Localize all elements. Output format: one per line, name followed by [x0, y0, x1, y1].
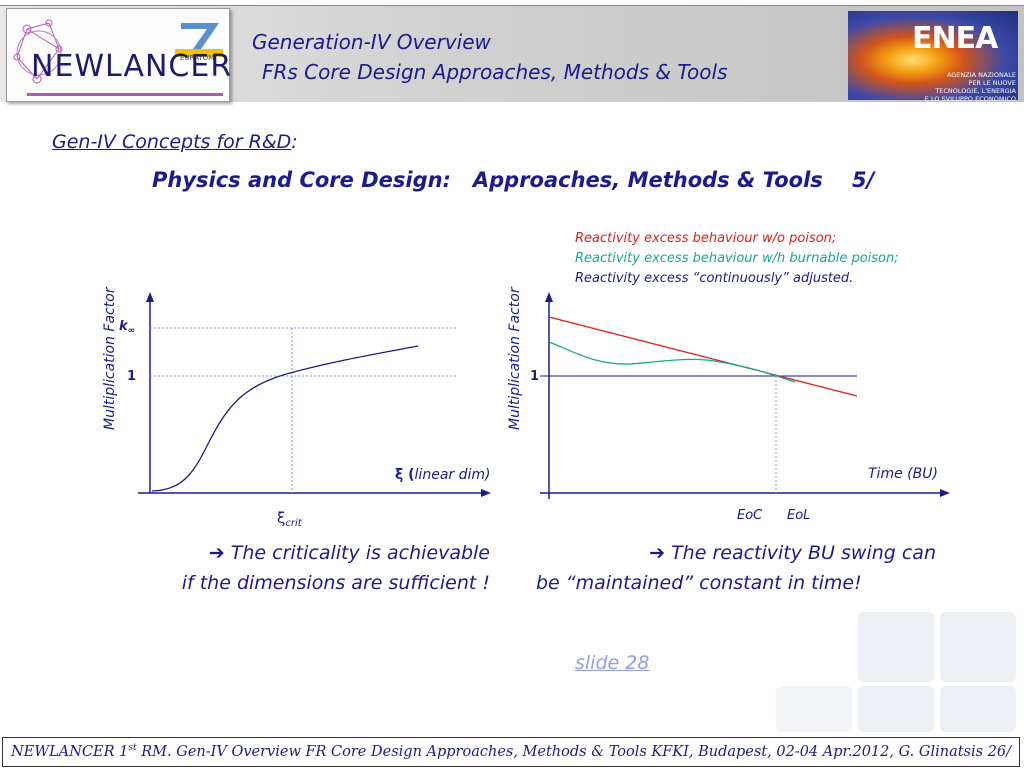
newlancer-logo: EURATOM NEWLANCER [6, 8, 233, 102]
deco-tile [858, 612, 934, 682]
left-y-label: Multiplication Factor [102, 286, 118, 430]
right-y-label: Multiplication Factor [507, 286, 523, 430]
footer-sup: st [128, 743, 137, 753]
title-line-1: Generation-IV Overview [252, 30, 491, 54]
note-left-line-1: ➔ The criticality is achievable [208, 542, 490, 564]
kinf-sub: ∞ [128, 326, 136, 336]
deco-tile [940, 612, 1016, 682]
left-xcrit-label: ξcrit [277, 509, 303, 529]
left-y-arrow-icon [146, 292, 154, 302]
eoc-label: EoC [737, 508, 763, 523]
right-chart: 1 Multiplication Factor Time (BU) EoC Eo… [507, 231, 950, 523]
section-title-suffix: : [291, 131, 298, 153]
title-line-2: FRs Core Design Approaches, Methods & To… [262, 60, 728, 84]
deco-tile [940, 686, 1016, 732]
xcrit-symbol: ξ [277, 509, 285, 527]
slide-link[interactable]: slide 28 [575, 652, 650, 674]
xlabel-symbol: ξ ( [395, 467, 415, 483]
left-x-label: ξ (linear dim) [395, 467, 490, 483]
footer-suffix: RM. Gen-IV Overview FR Core Design Appro… [136, 743, 1012, 760]
deco-tile [776, 686, 852, 732]
section-title: Gen-IV Concepts for R&D: [52, 131, 298, 153]
enea-logo: ENEA AGENZIA NAZIONALE PER LE NUOVE TECN… [848, 11, 1018, 111]
enea-sub-line-3: E LO SVILUPPO ECONOMICO SOSTENIBILE [924, 95, 1016, 111]
network-graphic-icon [13, 19, 63, 84]
left-criticality-curve [151, 345, 419, 492]
note-left: ➔ The criticality is achievable if the d… [92, 538, 490, 598]
right-no-poison-curve [548, 316, 858, 397]
enea-wordmark: ENEA [912, 21, 998, 56]
enea-subtitle: AGENZIA NAZIONALE PER LE NUOVE TECNOLOGI… [924, 71, 1016, 111]
xlabel-text: linear dim) [415, 467, 491, 483]
enea-sub-line-2: PER LE NUOVE TECNOLOGIE, L'ENERGIA [935, 79, 1016, 95]
footer-prefix: NEWLANCER 1 [10, 743, 129, 760]
deco-tile [858, 686, 934, 732]
right-burnable-poison-curve [548, 341, 796, 383]
left-x-arrow-icon [481, 489, 491, 497]
left-one-label: 1 [127, 369, 136, 384]
left-kinf-label: k∞ [119, 319, 135, 336]
section-title-text: Gen-IV Concepts for R&D [52, 131, 292, 153]
legend-burnable-poison: Reactivity excess behaviour w/h burnable… [575, 251, 899, 266]
footer-text: NEWLANCER 1st RM. Gen-IV Overview FR Cor… [3, 743, 1019, 760]
right-one-label: 1 [530, 369, 539, 384]
euratom-caption: EURATOM [180, 54, 215, 62]
slide-subtitle: Physics and Core Design: Approaches, Met… [152, 168, 875, 192]
enea-sub-line-1: AGENZIA NAZIONALE [946, 71, 1016, 79]
footer: NEWLANCER 1st RM. Gen-IV Overview FR Cor… [2, 737, 1020, 767]
left-chart: 1 k∞ Multiplication Factor ξ (linear dim… [102, 286, 491, 529]
note-right: ➔ The reactivity BU swing can be “mainta… [536, 538, 936, 598]
fp7-icon [175, 23, 223, 57]
note-left-line-2: if the dimensions are sufficient ! [181, 572, 490, 594]
xcrit-sub: crit [285, 518, 302, 529]
kinf-k: k [119, 319, 129, 334]
legend-no-poison: Reactivity excess behaviour w/o poison; [575, 231, 836, 246]
newlancer-wordmark: NEWLANCER [31, 49, 233, 84]
right-x-label: Time (BU) [868, 466, 938, 482]
right-x-arrow-icon [940, 489, 950, 497]
eol-label: EoL [787, 508, 810, 523]
note-right-line-2: be “maintained” constant in time! [536, 572, 862, 594]
legend-adjusted: Reactivity excess “continuously” adjuste… [575, 271, 853, 286]
page-title: Generation-IV Overview FRs Core Design A… [252, 27, 728, 87]
right-y-arrow-icon [545, 292, 553, 302]
logo-underline [27, 93, 223, 96]
note-right-line-1: ➔ The reactivity BU swing can [649, 542, 936, 564]
